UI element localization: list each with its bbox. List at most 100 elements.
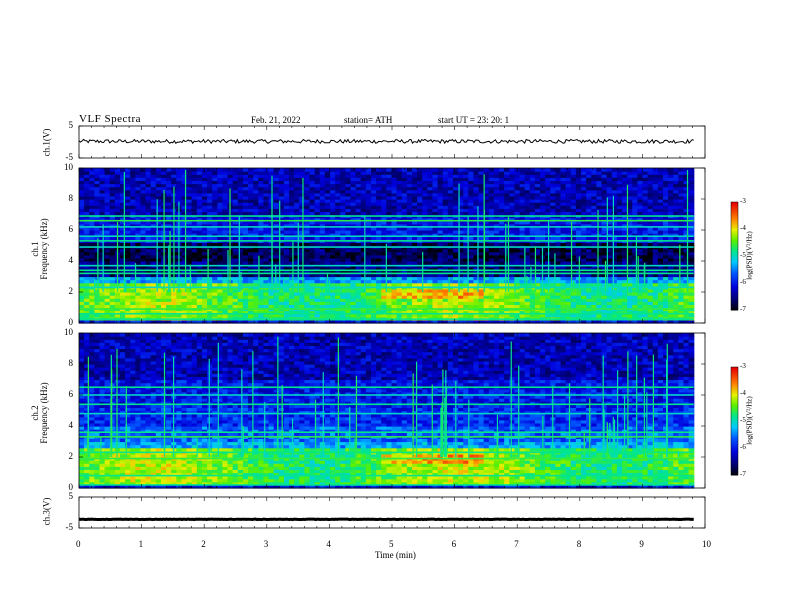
spectrogram-cell [478,199,485,203]
spectrogram-cell [335,292,341,296]
spectrogram-cell [278,292,285,296]
spectrogram-cell [427,168,434,172]
spectrogram-cell [289,195,295,200]
spectrogram-cell [340,288,346,293]
spectrogram-cell [130,313,136,318]
spectrogram-cell [447,279,454,284]
spectrogram-cell [406,319,413,324]
spectrogram-cell [371,267,377,271]
spectrogram-cell [345,223,352,228]
spectrogram-cell [570,236,577,240]
spectrogram-cell [227,177,234,181]
spectrogram-cell [191,267,198,271]
spectrogram-cell [473,319,480,324]
spectrogram-cell [294,310,300,315]
spectrogram-cell [181,304,188,309]
spectrogram-cell [391,301,398,305]
spectrogram-cell [242,273,249,278]
spectrogram-cell [442,223,449,228]
spectrogram-cell [473,254,480,259]
spectrogram-cell [504,220,510,225]
spectrogram-cell [586,301,592,305]
spectrogram-cell [473,233,480,237]
spectrogram-cell [417,220,423,225]
spectrogram-cell [499,226,505,231]
spectrogram-cell [84,267,90,271]
spectrogram-cell [181,226,188,231]
spectrogram-cell [114,180,121,185]
spectrogram-cell [268,298,275,302]
spectrogram-cell [160,174,167,178]
spectrogram-cell [94,189,101,194]
spectrogram-cell [232,211,239,216]
spectrogram-cell [217,223,224,228]
spectrogram-cell [263,199,270,203]
spectrogram-cell [304,251,311,256]
spectrogram-cell [253,298,259,302]
spectrogram-cell [248,251,254,256]
spectrogram-cell [94,223,101,228]
spectrogram-cell [509,189,516,194]
spectrogram-cell [263,236,270,240]
spectrogram-cell [263,251,270,256]
spectrogram-cell [345,183,352,188]
spectrogram-cell [473,270,480,274]
spectrogram-cell [524,195,531,200]
spectrogram-cell [386,202,393,206]
spectrogram-cell [201,236,208,240]
spectrogram-cell [550,211,557,216]
spectrogram-cell [545,301,551,305]
spectrogram-cell [278,313,285,318]
spectrogram-cell [401,171,408,175]
spectrogram-cell [273,180,280,185]
spectrogram-cell [381,208,387,212]
spectrogram-cell [458,171,464,175]
spectrogram-cell [586,257,592,262]
spectrogram-cell [283,195,290,200]
spectrogram-cell [196,223,203,228]
spectrogram-cell [463,261,469,265]
spectrogram-cell [263,254,270,259]
spectrogram-cell [396,208,403,212]
spectrogram-cell [119,223,126,228]
spectrogram-cell [309,220,316,225]
spectrogram-cell [427,254,434,259]
spectrogram-cell [253,267,259,271]
spectrogram-cell [581,208,587,212]
spectrogram-cell [504,226,510,231]
spectrogram-cell [565,279,572,284]
spectrogram-cell [519,202,526,206]
spectrogram-cell [294,186,300,191]
spectrogram-cell [94,304,101,309]
spectrogram-cell [304,233,311,237]
spectrogram-cell [201,177,208,181]
spectrogram-cell [432,233,439,237]
spectrogram-cell [509,261,516,265]
spectrogram-cell [289,230,295,234]
spectrogram-cell [294,251,300,256]
spectrogram-cell [196,251,203,256]
spectrogram-cell [304,310,311,315]
spectrogram-cell [340,192,346,197]
spectrogram-cell [181,171,188,175]
spectrogram-cell [125,295,131,299]
spectrogram-cell [386,279,393,284]
spectrogram-cell [509,168,516,172]
spectrogram-cell [109,236,116,240]
spectrogram-cell [299,273,305,278]
spectrogram-cell [350,292,357,296]
spectrogram-cell [437,301,444,305]
spectrogram-cell [119,251,126,256]
spectrogram-cell [411,186,418,191]
spectrogram-cell [253,276,259,281]
spectrogram-cell [181,248,188,253]
spectrogram-cell [565,248,572,253]
spectrogram-cell [171,292,177,296]
spectrogram-cell [340,319,346,324]
spectrogram-cell [355,313,362,318]
spectrogram-cell [519,242,526,247]
spectrogram-cell [314,211,321,216]
spectrogram-cell [545,295,551,299]
spectrogram-cell [519,282,526,287]
spectrogram-cell [586,298,592,302]
